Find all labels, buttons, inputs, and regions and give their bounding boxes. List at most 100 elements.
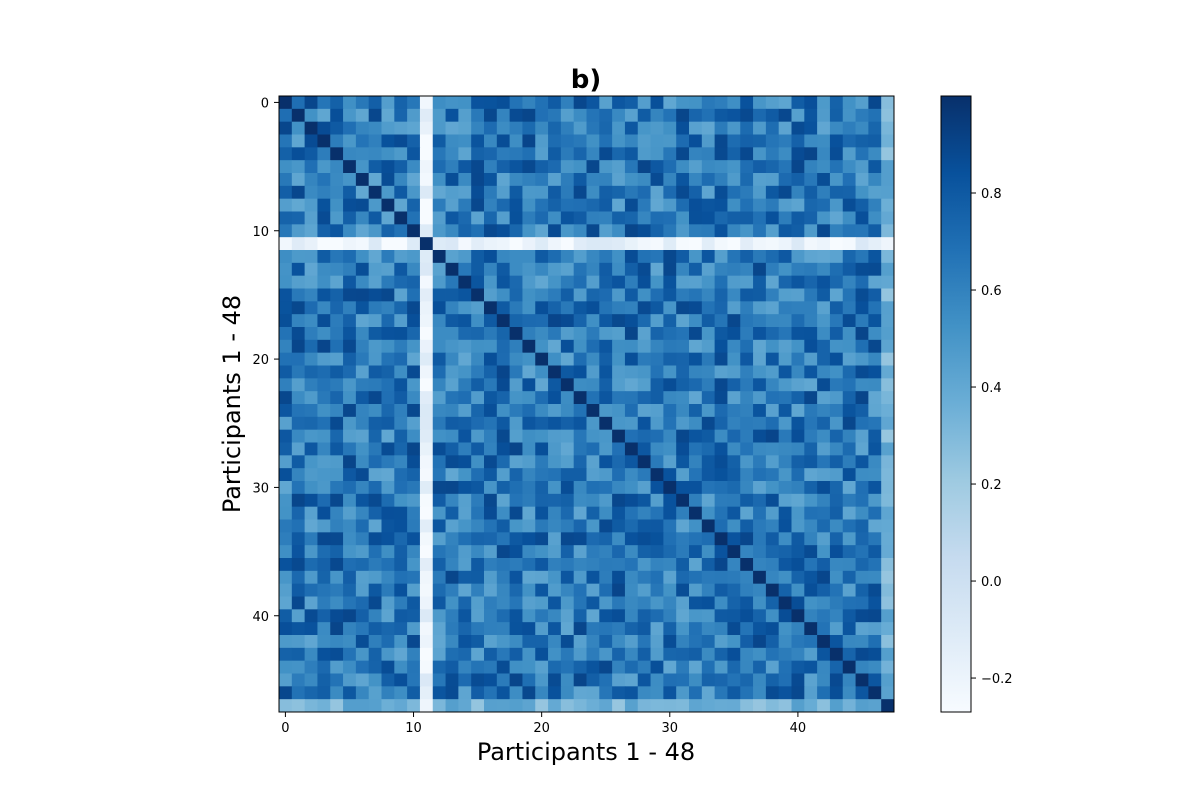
heatmap-cell [829, 519, 844, 533]
heatmap-cell [330, 378, 344, 392]
heatmap-cell [612, 339, 626, 354]
heatmap-cell [458, 262, 472, 277]
heatmap-cell [535, 635, 549, 649]
heatmap-cell [394, 352, 408, 366]
heatmap-cell [471, 660, 485, 674]
heatmap-cell [573, 314, 587, 328]
heatmap-cell [560, 327, 575, 341]
heatmap-cell [279, 262, 293, 277]
heatmap-cell [714, 635, 728, 649]
heatmap-cell [624, 481, 639, 495]
heatmap-cell [304, 339, 318, 354]
heatmap-cell [343, 198, 357, 212]
heatmap-cell [368, 416, 382, 431]
heatmap-cell [343, 622, 357, 636]
heatmap-cell [560, 237, 575, 251]
heatmap-cell [317, 596, 331, 610]
heatmap-cell [714, 160, 728, 174]
heatmap-cell [445, 429, 459, 443]
heatmap-cell [727, 134, 741, 148]
heatmap-cell [599, 301, 613, 315]
heatmap-cell [445, 314, 459, 328]
heatmap-cell [394, 558, 408, 572]
heatmap-cell [612, 352, 626, 366]
heatmap-cell [458, 160, 472, 174]
heatmap-cell [279, 352, 293, 366]
heatmap-cell [509, 365, 523, 379]
heatmap-cell [407, 224, 421, 238]
heatmap-cell [343, 481, 357, 495]
heatmap-cell [291, 160, 306, 174]
heatmap-cell [535, 583, 549, 597]
heatmap-cell [855, 250, 869, 264]
heatmap-cell [637, 250, 651, 264]
heatmap-cell [586, 365, 600, 379]
heatmap-cell [663, 339, 677, 354]
heatmap-cell [881, 198, 895, 212]
heatmap-cell [855, 391, 869, 405]
heatmap-cell [753, 96, 767, 110]
heatmap-cell [445, 147, 459, 161]
heatmap-cell [676, 173, 690, 187]
heatmap-cell [753, 532, 767, 546]
heatmap-cell [509, 224, 523, 238]
heatmap-cell [842, 416, 856, 431]
heatmap-cell [791, 250, 805, 264]
heatmap-cell [624, 622, 639, 636]
heatmap-cell [509, 583, 523, 597]
heatmap-cell [676, 570, 690, 585]
heatmap-cell [855, 262, 869, 277]
y-tick-label: 40 [252, 610, 269, 625]
heatmap-cell [355, 519, 370, 533]
heatmap-cell [548, 609, 562, 623]
heatmap-cell [496, 314, 511, 328]
heatmap-cell [829, 378, 844, 392]
heatmap-cell [560, 532, 575, 546]
heatmap-cell [753, 301, 767, 315]
heatmap-cell [855, 647, 869, 662]
heatmap-cell [432, 506, 446, 520]
heatmap-cell [343, 327, 357, 341]
heatmap-cell [727, 647, 741, 662]
heatmap-cell [881, 339, 895, 354]
heatmap-cell [663, 198, 677, 212]
heatmap-cell [573, 686, 587, 700]
heatmap-cell [842, 160, 856, 174]
heatmap-cell [368, 211, 382, 225]
heatmap-cell [765, 660, 780, 674]
heatmap-cell [445, 699, 459, 713]
heatmap-cell [612, 609, 626, 623]
heatmap-cell [458, 378, 472, 392]
heatmap-cell [881, 673, 895, 687]
heatmap-cell [727, 224, 741, 238]
heatmap-cell [637, 327, 651, 341]
heatmap-cell [343, 429, 357, 443]
heatmap-cell [317, 673, 331, 687]
heatmap-cell [599, 570, 613, 585]
heatmap-cell [355, 262, 370, 277]
heatmap-cell [676, 147, 690, 161]
heatmap-cell [689, 365, 703, 379]
heatmap-cell [663, 96, 677, 110]
heatmap-cell [663, 365, 677, 379]
heatmap-cell [650, 327, 664, 341]
heatmap-cell [458, 404, 472, 418]
heatmap-cell [509, 301, 523, 315]
heatmap-cell [394, 275, 408, 289]
heatmap-cell [291, 686, 306, 700]
heatmap-cell [368, 519, 382, 533]
heatmap-cell [855, 660, 869, 674]
heatmap-cell [791, 391, 805, 405]
heatmap-cell [291, 96, 306, 110]
heatmap-cell [484, 596, 498, 610]
heatmap-cell [330, 570, 344, 585]
heatmap-cell [573, 352, 587, 366]
heatmap-cell [829, 288, 844, 302]
heatmap-cell [368, 635, 382, 649]
heatmap-cell [548, 429, 562, 443]
heatmap-cell [881, 558, 895, 572]
heatmap-cell [740, 558, 754, 572]
heatmap-cell [676, 365, 690, 379]
heatmap-cell [432, 481, 446, 495]
heatmap-cell [624, 442, 639, 456]
